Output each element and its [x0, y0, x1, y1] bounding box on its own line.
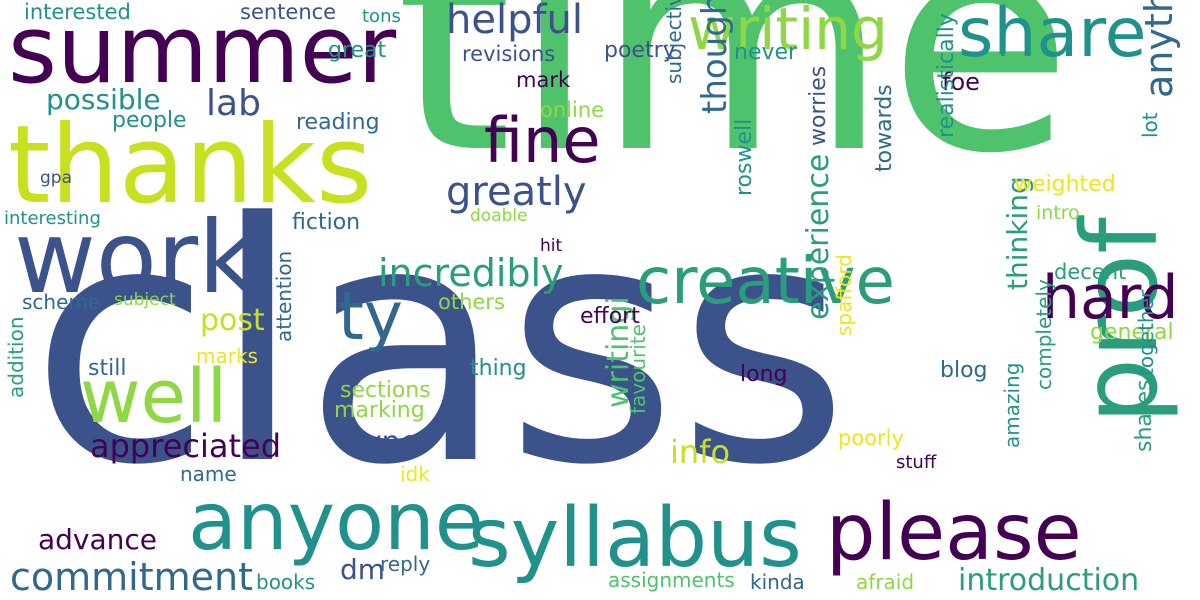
word-reply: reply	[380, 552, 431, 576]
word-incredibly: incredibly	[378, 251, 564, 295]
word-intro: intro	[1036, 202, 1080, 224]
word-experience: experience	[801, 153, 836, 320]
word-lot: lot	[1138, 112, 1162, 138]
word-poetry: poetry	[604, 38, 676, 63]
word-thoughts: thoughts	[695, 0, 735, 114]
word-hard: hard	[1042, 263, 1179, 333]
word-idk: idk	[400, 462, 430, 486]
word-time: time	[395, 0, 1073, 219]
word-sections: sections	[340, 378, 431, 403]
word-great: great	[328, 38, 387, 63]
word-gpa: gpa	[40, 168, 72, 188]
word-fine: fine	[484, 104, 601, 177]
word-sentence: sentence	[240, 0, 337, 24]
word-kinda: kinda	[750, 570, 805, 594]
word-appreciated: appreciated	[90, 427, 282, 465]
word-summer: summer	[8, 0, 397, 105]
word-anything: anything	[1137, 0, 1181, 98]
word-worries: worries	[806, 65, 831, 146]
word-dm: dm	[340, 553, 386, 586]
word-afraid: afraid	[856, 570, 915, 594]
word-attention: attention	[272, 250, 296, 342]
word-others: others	[438, 290, 505, 314]
word-weighted: weighted	[1014, 172, 1116, 197]
word-interesting: interesting	[4, 208, 101, 229]
word-syllabus: syllabus	[468, 491, 802, 586]
word-still: still	[88, 356, 127, 381]
word-foe: foe	[942, 68, 980, 96]
word-lab: lab	[206, 83, 261, 124]
word-well: well	[80, 354, 228, 440]
word-towards: towards	[872, 84, 897, 172]
word-marking: marking	[334, 398, 425, 423]
word-name: name	[180, 462, 237, 486]
word-post: post	[200, 303, 265, 338]
word-online: online	[540, 98, 605, 122]
word-life: life	[998, 52, 1024, 72]
word-creative: creative	[636, 245, 895, 319]
word-people: people	[112, 108, 187, 133]
word-shares: shares	[1132, 379, 1157, 452]
word-completely: completely	[1032, 279, 1056, 390]
word-effort: effort	[580, 304, 640, 329]
word-decent: decent	[1054, 260, 1127, 284]
word-fiction: fiction	[292, 210, 361, 235]
word-anyone: anyone	[188, 475, 484, 568]
word-greatly: greatly	[446, 169, 587, 215]
word-hit: hit	[540, 236, 563, 256]
word-thing: thing	[470, 356, 527, 381]
word-amazing: amazing	[1000, 362, 1024, 448]
word-together: together	[1134, 289, 1158, 376]
word-assignments: assignments	[608, 568, 735, 592]
word-revisions: revisions	[462, 42, 556, 66]
word-realistically: realistically	[934, 13, 959, 138]
word-scheme: scheme	[22, 290, 101, 314]
word-favourite: favourite	[626, 324, 650, 414]
word-commitment: commitment	[10, 555, 254, 599]
word-thanks: thanks	[8, 103, 373, 228]
word-marks: marks	[196, 344, 258, 368]
word-advance: advance	[38, 523, 158, 556]
word-helpful: helpful	[446, 0, 584, 43]
word-long: long	[740, 362, 788, 387]
word-books: books	[256, 570, 316, 594]
word-addition: addition	[4, 316, 28, 398]
word-doable: doable	[470, 206, 528, 226]
word-subjective: subjective	[662, 0, 686, 84]
word-roswell: roswell	[732, 118, 757, 196]
word-interested: interested	[24, 0, 131, 24]
word-please: please	[826, 488, 1082, 578]
word-blog: blog	[940, 358, 988, 383]
word-reading: reading	[296, 110, 380, 135]
word-tons: tons	[362, 6, 401, 27]
word-share: share	[958, 0, 1147, 73]
word-introduction: introduction	[958, 563, 1140, 598]
word-ty: ty	[338, 278, 403, 355]
word-type: type	[352, 425, 420, 460]
word-poorly: poorly	[838, 426, 904, 450]
word-general: general	[1090, 320, 1174, 345]
word-stuff: stuff	[896, 452, 937, 473]
word-subject: subject	[114, 290, 176, 310]
word-class: class	[30, 153, 850, 537]
word-mark: mark	[516, 68, 571, 92]
word-writing: writing	[688, 0, 888, 63]
word-possible: possible	[46, 83, 161, 116]
word-spafford: spafford	[832, 254, 856, 336]
word-never: never	[734, 40, 798, 65]
word-info: info	[670, 433, 731, 471]
word-work: work	[14, 199, 256, 316]
